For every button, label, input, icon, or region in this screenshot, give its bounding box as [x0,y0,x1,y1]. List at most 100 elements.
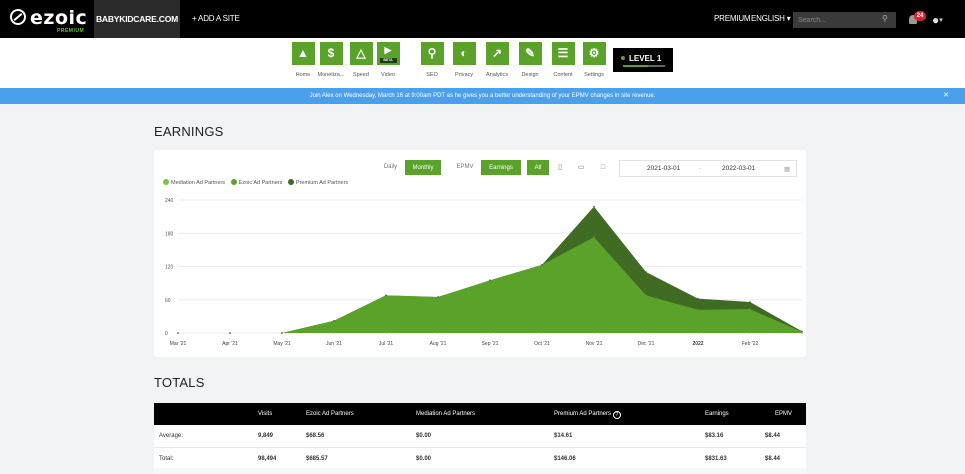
data-point [385,332,387,334]
chevron-down-icon: ▾ [939,17,943,24]
nav-settings[interactable]: ⚙ Settings [578,42,610,78]
nav-analytics[interactable]: ↗ Analytics [481,42,513,78]
help-icon[interactable]: ? [612,411,621,419]
table-cell: $83.16 [705,433,724,439]
data-point [697,297,699,300]
date-to: 2022-03-01 [722,165,756,172]
x-tick-label: 2022 [692,341,703,347]
epmv-button[interactable]: EPMV [450,160,480,175]
mobile-icon[interactable]: ▯ [558,164,562,171]
nav-content[interactable]: ☰ Content [547,42,579,78]
dollar-icon: $ [319,42,343,65]
nav-privacy[interactable]: ◐ Privacy [448,42,480,78]
table-cell: 9,849 [258,433,274,439]
tablet-icon[interactable]: ▭ [577,164,585,171]
data-point [177,332,179,334]
ezoic-logo[interactable]: ezoic [10,7,87,29]
gear-icon: ⚙ [582,42,606,65]
data-point [593,332,595,334]
logo-text: ezoic [30,7,88,29]
language-dropdown[interactable]: ENGLISH ▾ [751,0,791,38]
column-header: Earnings [705,411,729,417]
earnings-button[interactable]: Earnings [481,160,521,175]
x-tick-label: Jun '21 [326,341,342,347]
all-devices-button[interactable]: All [527,160,549,175]
table-cell: $14.61 [554,433,573,439]
beta-badge: BETA [379,58,397,63]
data-point [697,308,699,311]
data-point [801,330,803,333]
table-cell: Total: [159,456,174,462]
nav-design[interactable]: ✎ Design [514,42,546,78]
bell-icon[interactable] [909,15,917,24]
horizontal-scrollbar[interactable] [154,468,806,474]
main-nav: ▲ Home $ Monetiza... △ Speed ▶ BETA Video… [0,38,965,88]
site-tab[interactable]: BABYKIDCARE.COM [94,0,180,38]
data-point [333,320,335,322]
table-cell: $0.00 [416,433,432,439]
level-label: LEVEL 1 [629,54,662,63]
x-tick-label: Feb '22 [742,341,759,347]
level-badge[interactable]: LEVEL 1 [613,48,673,72]
data-point [749,332,751,334]
y-tick-label: 240 [165,198,174,204]
data-point [541,264,543,266]
nav-video[interactable]: ▶ BETA Video [372,42,404,78]
data-point [489,332,491,334]
column-header-label: Premium Ad Partners [554,411,612,417]
chevron-down-icon: ▾ [786,14,791,23]
logo-mark-icon [10,9,26,25]
date-range-picker[interactable]: 2021-03-01 - 2022-03-01 ▦ [619,160,797,177]
nav-seo[interactable]: ⚲ SEO [416,42,448,78]
home-icon: ▲ [291,42,315,65]
close-icon[interactable]: ✕ [943,92,949,99]
daily-button[interactable]: Daily [377,160,404,175]
nav-speed[interactable]: △ Speed [345,42,377,78]
top-bar: ezoic PREMIUM BABYKIDCARE.COM + ADD A SI… [0,0,965,38]
table-header: Visits Ezoic Ad Partners Mediation Ad Pa… [154,403,806,425]
data-point [645,332,647,334]
table-cell: $8.44 [765,456,781,462]
data-point [385,294,387,297]
data-point [229,332,231,334]
legend-item[interactable]: Mediation Ad Partners [163,179,225,186]
data-point [489,279,491,282]
y-tick-label: 120 [165,265,174,271]
nav-home[interactable]: ▲ Home [287,42,319,78]
user-menu[interactable]: ●▾ [932,13,943,27]
nav-label: SEO [426,72,438,78]
monthly-button[interactable]: Monthly [405,160,441,175]
data-point [645,271,647,273]
nav-label: Monetiza... [317,72,345,78]
x-tick-label: May '21 [273,341,291,347]
announcement-text: Join Alex on Wednesday, March 16 at 9:00… [309,93,656,99]
nav-label: Settings [584,72,604,78]
analytics-icon: ↗ [485,42,509,65]
legend-item[interactable]: Premium Ad Partners [287,179,348,186]
nav-label: Video [381,72,395,78]
data-point [437,332,439,334]
x-tick-label: Oct '21 [534,341,550,347]
premium-link[interactable]: PREMIUM [714,14,751,23]
table-cell: $8.44 [765,433,781,439]
content-icon: ☰ [551,42,575,65]
x-tick-label: Aug '21 [430,341,447,347]
search-input[interactable] [793,12,896,28]
desktop-icon[interactable]: □ [600,164,606,171]
legend-dot [230,179,237,185]
shield-icon: ◐ [452,42,476,65]
table-row: Average: 9,849 $68.56 $0.00 $14.61 $83.1… [154,425,806,448]
search-icon[interactable]: ⚲ [882,14,888,23]
legend-item[interactable]: Ezoic Ad Partners [230,179,282,186]
nav-monetization[interactable]: $ Monetiza... [315,42,347,78]
level-progress [623,65,665,67]
announcement-banner[interactable]: Join Alex on Wednesday, March 16 at 9:00… [0,88,965,104]
x-tick-label: Mar '21 [170,341,187,347]
nav-label: Privacy [454,72,474,78]
data-point [281,332,283,334]
data-point [541,332,543,334]
calendar-icon: ▦ [784,166,791,173]
column-header: Mediation Ad Partners [416,411,476,417]
design-icon: ✎ [518,42,542,65]
add-site-link[interactable]: + ADD A SITE [192,14,240,23]
